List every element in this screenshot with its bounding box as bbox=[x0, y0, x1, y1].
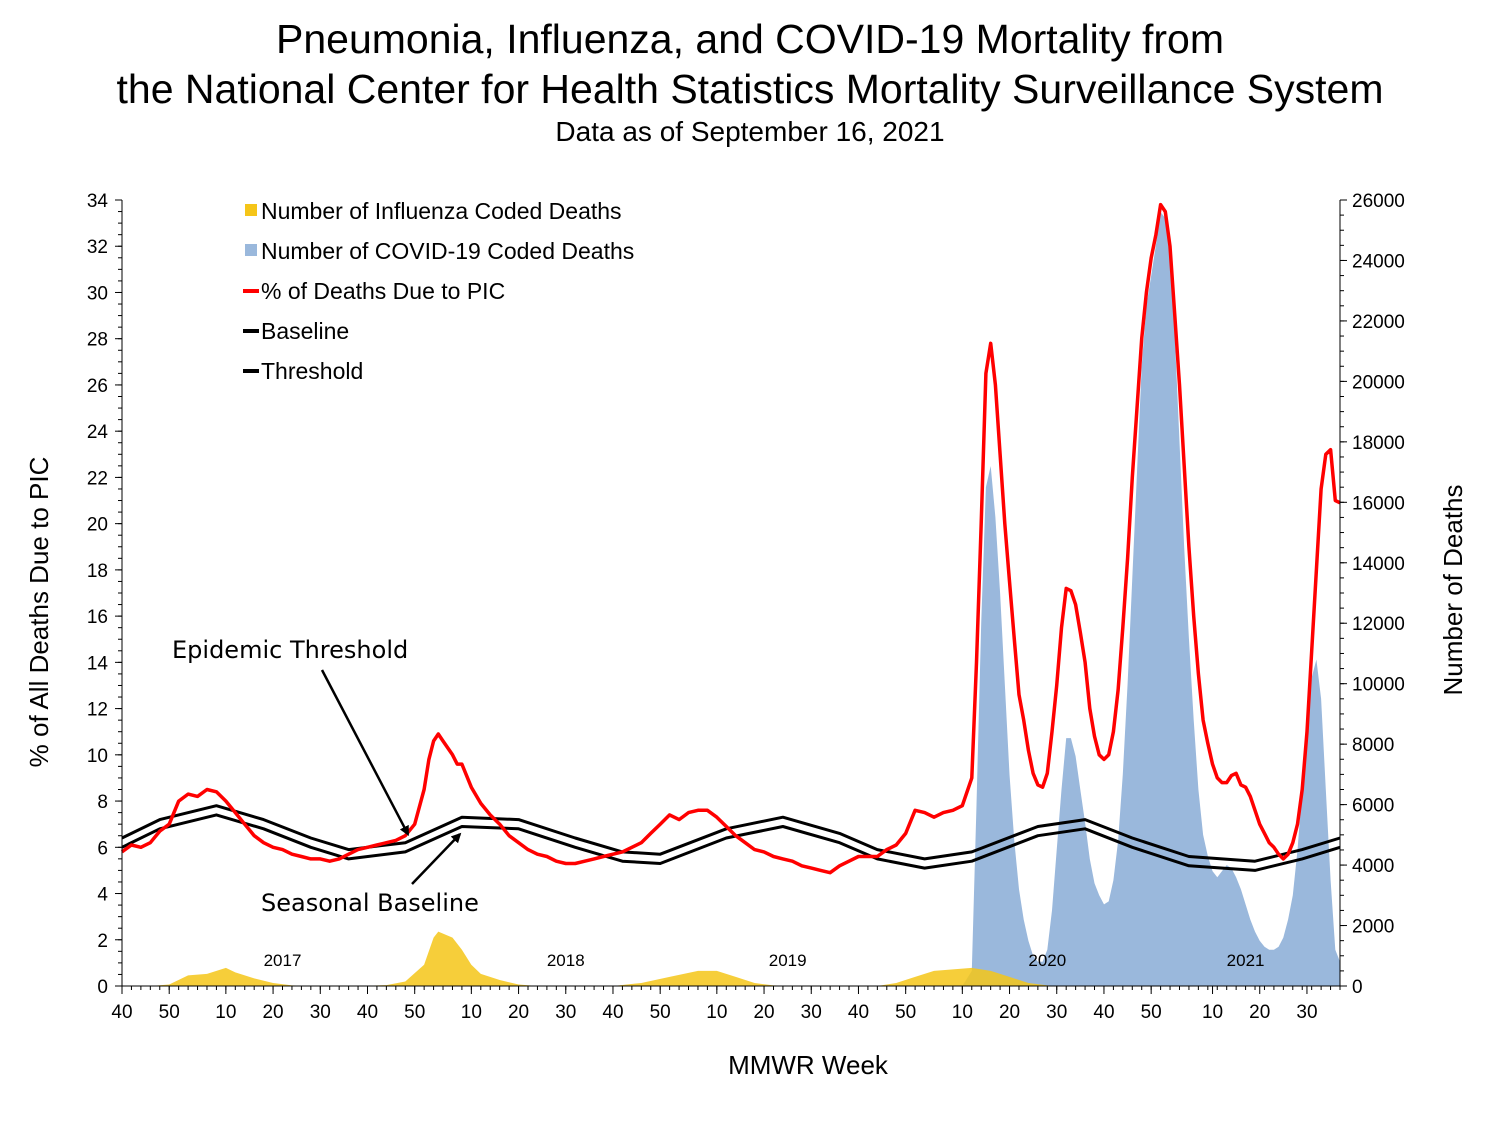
seasonal-baseline-arrow bbox=[411, 832, 462, 885]
baseline-legend-label: Baseline bbox=[261, 318, 349, 344]
pic-legend-label: % of Deaths Due to PIC bbox=[261, 278, 505, 304]
axes: 0246810121416182022242628303234020004000… bbox=[87, 191, 1405, 1023]
annotations: Epidemic Threshold Seasonal Baseline bbox=[172, 636, 479, 917]
y-left-tick-label: 16 bbox=[87, 607, 108, 628]
x-tick-label: 40 bbox=[111, 1002, 132, 1023]
y-right-tick-label: 10000 bbox=[1352, 675, 1405, 696]
y-left-tick-label: 10 bbox=[87, 746, 108, 767]
y-left-tick-label: 2 bbox=[97, 931, 108, 952]
y-left-tick-label: 18 bbox=[87, 561, 108, 582]
y-right-tick-label: 16000 bbox=[1352, 493, 1405, 514]
influenza-legend-swatch bbox=[245, 204, 257, 216]
y-right-tick-label: 12000 bbox=[1352, 614, 1405, 635]
epidemic-threshold-annotation: Epidemic Threshold bbox=[172, 636, 408, 664]
covid-legend-swatch bbox=[245, 244, 257, 256]
covid-legend-label: Number of COVID-19 Coded Deaths bbox=[261, 238, 634, 264]
x-tick-label: 50 bbox=[895, 1002, 916, 1023]
x-tick-label: 30 bbox=[801, 1002, 822, 1023]
year-label: 2017 bbox=[264, 951, 302, 970]
x-tick-label: 50 bbox=[650, 1002, 671, 1023]
influenza-legend-label: Number of Influenza Coded Deaths bbox=[261, 198, 622, 224]
y-left-tick-label: 8 bbox=[97, 792, 108, 813]
threshold-legend-label: Threshold bbox=[261, 358, 363, 384]
x-tick-label: 20 bbox=[508, 1002, 529, 1023]
y-left-tick-label: 14 bbox=[87, 653, 109, 674]
x-tick-label: 20 bbox=[753, 1002, 774, 1023]
seasonal-baseline-annotation: Seasonal Baseline bbox=[261, 889, 479, 917]
x-tick-label: 40 bbox=[848, 1002, 869, 1023]
covid-deaths-series bbox=[122, 212, 1340, 987]
legend: Number of Influenza Coded Deaths Number o… bbox=[243, 198, 634, 384]
x-tick-label: 10 bbox=[215, 1002, 236, 1023]
x-tick-label: 40 bbox=[602, 1002, 623, 1023]
chart-title-line2: the National Center for Health Statistic… bbox=[116, 66, 1384, 112]
y-right-tick-label: 26000 bbox=[1352, 191, 1405, 212]
x-tick-label: 30 bbox=[1296, 1002, 1317, 1023]
y-left-tick-label: 22 bbox=[87, 468, 108, 489]
y-left-tick-label: 12 bbox=[87, 700, 108, 721]
x-tick-label: 50 bbox=[159, 1002, 180, 1023]
x-tick-label: 40 bbox=[1093, 1002, 1114, 1023]
y-left-tick-label: 26 bbox=[87, 376, 108, 397]
influenza-deaths-series bbox=[122, 931, 1340, 986]
y-left-tick-label: 0 bbox=[97, 977, 108, 998]
y-left-tick-label: 34 bbox=[87, 191, 109, 212]
x-tick-label: 10 bbox=[952, 1002, 973, 1023]
y-right-tick-label: 6000 bbox=[1352, 796, 1394, 817]
year-label: 2021 bbox=[1227, 951, 1265, 970]
x-tick-label: 20 bbox=[1249, 1002, 1270, 1023]
year-label: 2020 bbox=[1028, 951, 1066, 970]
x-tick-label: 20 bbox=[262, 1002, 283, 1023]
y-axis-left-label: % of All Deaths Due to PIC bbox=[24, 457, 54, 768]
y-right-tick-label: 0 bbox=[1352, 977, 1363, 998]
y-right-tick-label: 14000 bbox=[1352, 554, 1405, 575]
x-tick-label: 10 bbox=[461, 1002, 482, 1023]
x-tick-label: 30 bbox=[555, 1002, 576, 1023]
x-tick-label: 50 bbox=[1141, 1002, 1162, 1023]
y-left-tick-label: 20 bbox=[87, 515, 108, 536]
y-right-tick-label: 4000 bbox=[1352, 856, 1394, 877]
y-right-tick-label: 8000 bbox=[1352, 735, 1394, 756]
chart-subtitle: Data as of September 16, 2021 bbox=[555, 116, 945, 147]
y-left-tick-label: 32 bbox=[87, 237, 108, 258]
chart-title: Pneumonia, Influenza, and COVID-19 Morta… bbox=[276, 16, 1224, 62]
x-tick-label: 10 bbox=[706, 1002, 727, 1023]
y-left-tick-label: 6 bbox=[97, 838, 108, 859]
x-tick-label: 50 bbox=[404, 1002, 425, 1023]
y-right-tick-label: 18000 bbox=[1352, 433, 1405, 454]
y-left-tick-label: 24 bbox=[87, 422, 109, 443]
influenza-area bbox=[122, 931, 1340, 986]
baseline-line bbox=[121, 813, 1341, 872]
y-axis-right-label: Number of Deaths bbox=[1438, 485, 1468, 696]
y-left-tick-label: 30 bbox=[87, 283, 108, 304]
year-label: 2019 bbox=[769, 951, 807, 970]
pic-line bbox=[120, 202, 1341, 875]
x-tick-label: 40 bbox=[357, 1002, 378, 1023]
y-right-tick-label: 24000 bbox=[1352, 251, 1405, 272]
y-right-tick-label: 20000 bbox=[1352, 372, 1405, 393]
x-tick-label: 30 bbox=[1046, 1002, 1067, 1023]
year-label: 2018 bbox=[547, 951, 585, 970]
covid-area bbox=[122, 212, 1340, 987]
y-right-tick-label: 22000 bbox=[1352, 312, 1405, 333]
line-series bbox=[120, 202, 1341, 875]
y-left-tick-label: 4 bbox=[97, 885, 108, 906]
x-axis-label: MMWR Week bbox=[728, 1050, 889, 1080]
y-left-tick-label: 28 bbox=[87, 330, 108, 351]
epidemic-threshold-arrow bbox=[320, 669, 410, 836]
x-tick-label: 10 bbox=[1202, 1002, 1223, 1023]
x-tick-label: 20 bbox=[999, 1002, 1020, 1023]
y-right-tick-label: 2000 bbox=[1352, 917, 1394, 938]
x-tick-label: 30 bbox=[310, 1002, 331, 1023]
